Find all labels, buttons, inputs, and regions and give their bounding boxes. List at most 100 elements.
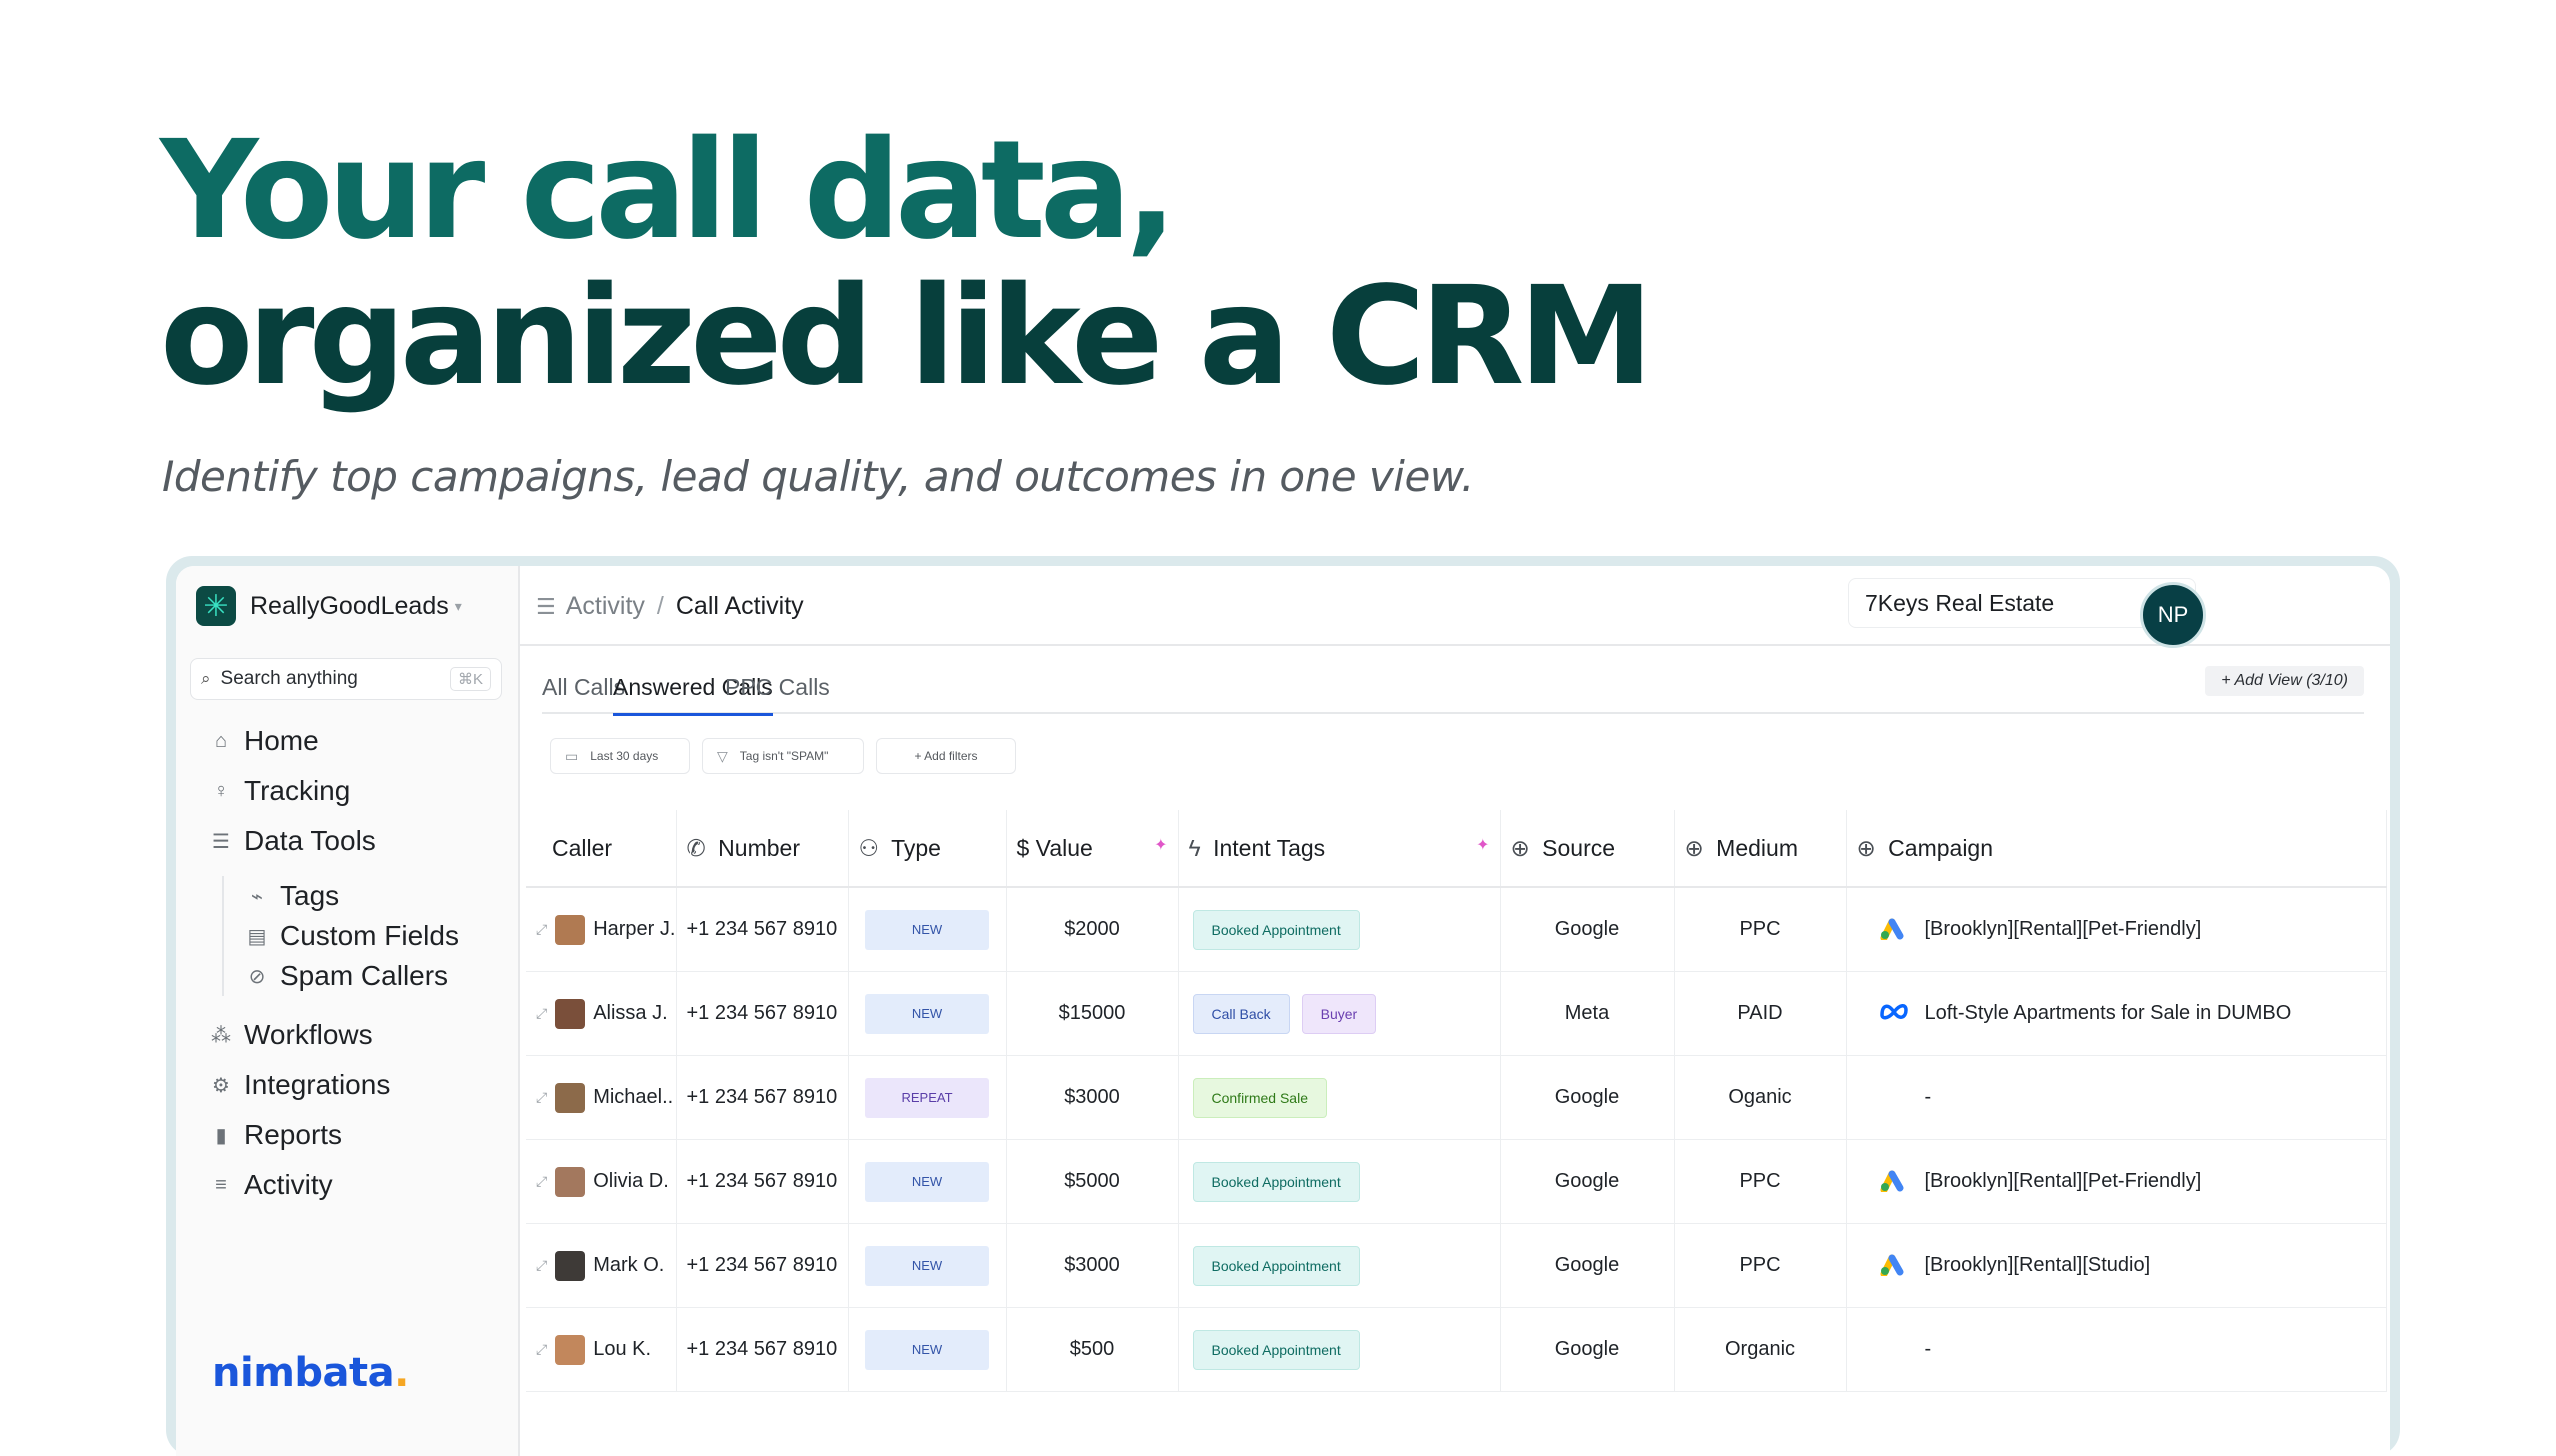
sidebar-item-label: Reports [244,1119,343,1150]
app-window: ✳ ReallyGoodLeads ▾ ⌕ Search anything ⌘K… [176,566,2390,1456]
caller-cell[interactable]: ⤢ Mark O. [526,1223,677,1308]
table-row[interactable]: ⤢ Olivia D. +1 234 567 8910 NEW $5000 Bo… [526,1139,2387,1224]
confirmed-sale-tag[interactable]: Confirmed Sale [1192,1077,1327,1118]
hero-title-line2: organized like a CRM [160,258,1654,416]
caller-cell[interactable]: ⤢ Michael.. [526,1055,677,1140]
brand-switcher[interactable]: ✳ ReallyGoodLeads ▾ [196,586,462,626]
phone-number: +1 234 567 8910 [686,1002,838,1024]
tab-all-calls[interactable]: All Calls [542,674,626,700]
number-cell: +1 234 567 8910 [676,971,849,1056]
breadcrumb-separator: / [656,592,664,620]
campaign-cell: [Brooklyn][Rental][Pet-Friendly] [1846,1139,2387,1224]
add-view-button[interactable]: + Add View (3/10) [2205,666,2364,696]
call-value: $3000 [1064,1086,1120,1108]
google-ads-icon [1877,1166,1911,1198]
expand-icon[interactable]: ⤢ [536,1173,548,1189]
workflow-icon: ⁂ [211,1024,231,1047]
table-row[interactable]: ⤢ Mark O. +1 234 567 8910 NEW $3000 Book… [526,1223,2387,1308]
booked-appointment-tag[interactable]: Booked Appointment [1192,1161,1360,1202]
column-header-number[interactable]: ✆ Number [676,810,849,888]
value-cell: $15000 [1006,971,1179,1056]
caller-cell[interactable]: ⤢ Lou K. [526,1307,677,1392]
source-value: Google [1554,1170,1620,1192]
block-icon: ⊘ [248,965,266,988]
sidebar-item-label: Home [244,725,319,756]
avatar[interactable]: NP [2140,582,2206,648]
intent-tags-cell: Booked Appointment [1178,1223,1501,1308]
calls-table: Caller ✆ Number ⚇ Type $ Value ✦ [526,810,2387,1392]
tag-filter[interactable]: ▽ Tag isn't "SPAM" [702,738,864,774]
source-value: Google [1554,1338,1620,1360]
source-value: Google [1554,1254,1620,1276]
booked-appointment-tag[interactable]: Booked Appointment [1192,909,1360,950]
medium-cell: Organic [1674,1307,1847,1392]
sidebar-item-workflows[interactable]: ⁂ Workflows [208,1010,518,1060]
view-tabs: All Calls Answered Calls PPC Calls + Add… [542,666,2364,716]
column-header-campaign[interactable]: ⊕ Campaign [1846,810,2387,888]
sidebar-item-label: Spam Callers [280,960,449,991]
sidebar-item-data-tools[interactable]: ☰ Data Tools [208,816,518,866]
sidebar-item-tags[interactable]: ⌁ Tags [244,876,518,916]
globe-icon: ⊕ [1510,834,1530,861]
type-badge: NEW [865,909,989,950]
sidebar-item-activity[interactable]: ≡ Activity [208,1160,518,1210]
number-cell: +1 234 567 8910 [676,1223,849,1308]
search-input[interactable]: ⌕ Search anything ⌘K [190,658,502,700]
phone-number: +1 234 567 8910 [686,1086,838,1108]
sidebar-item-reports[interactable]: ▮ Reports [208,1110,518,1160]
home-icon: ⌂ [214,729,228,752]
avatar [555,1082,586,1113]
column-header-intent-tags[interactable]: ϟ Intent Tags ✦ [1178,810,1501,888]
phone-number: +1 234 567 8910 [686,1170,838,1192]
filter-label: Tag isn't "SPAM" [739,749,829,763]
sidebar-nav: ⌂ Home ♀ Tracking ☰ Data Tools ⌁ Tags [208,716,518,1210]
call-back-tag[interactable]: Call Back [1192,993,1290,1034]
campaign-cell: - [1846,1307,2387,1392]
number-cell: +1 234 567 8910 [676,1055,849,1140]
add-filter-button[interactable]: + Add filters [876,738,1016,774]
medium-value: Oganic [1728,1086,1792,1108]
sidebar: ✳ ReallyGoodLeads ▾ ⌕ Search anything ⌘K… [176,566,520,1456]
tab-ppc-calls[interactable]: PPC Calls [725,674,830,700]
source-cell: Meta [1500,971,1675,1056]
expand-icon[interactable]: ⤢ [536,1341,548,1357]
chevron-down-icon: ▾ [454,597,462,614]
sidebar-item-spam-callers[interactable]: ⊘ Spam Callers [244,956,518,996]
data-tools-subnav: ⌁ Tags ▤ Custom Fields ⊘ Spam Callers [222,876,518,996]
booked-appointment-tag[interactable]: Booked Appointment [1192,1329,1360,1370]
breadcrumb-parent[interactable]: Activity [565,592,645,620]
tab-answered-calls[interactable]: Answered Calls [613,674,773,716]
table-row[interactable]: ⤢ Lou K. +1 234 567 8910 NEW $500 Booked… [526,1307,2387,1392]
column-label: $ Value [1016,834,1093,861]
avatar [555,1166,586,1197]
booked-appointment-tag[interactable]: Booked Appointment [1192,1245,1360,1286]
caller-cell[interactable]: ⤢ Harper J. [526,887,677,972]
caller-cell[interactable]: ⤢ Alissa J. [526,971,677,1056]
table-row[interactable]: ⤢ Michael.. +1 234 567 8910 REPEAT $3000… [526,1055,2387,1140]
sidebar-item-custom-fields[interactable]: ▤ Custom Fields [244,916,518,956]
sidebar-item-tracking[interactable]: ♀ Tracking [208,766,518,816]
column-header-type[interactable]: ⚇ Type [848,810,1007,888]
column-header-value[interactable]: $ Value ✦ [1006,810,1179,888]
date-filter[interactable]: ▭ Last 30 days [550,738,690,774]
expand-icon[interactable]: ⤢ [536,921,548,937]
breadcrumb: ☰ Activity / Call Activity [536,592,804,621]
expand-icon[interactable]: ⤢ [536,1257,548,1273]
users-icon: ⚇ [858,834,880,861]
caller-cell[interactable]: ⤢ Olivia D. [526,1139,677,1224]
sidebar-item-home[interactable]: ⌂ Home [208,716,518,766]
expand-icon[interactable]: ⤢ [536,1089,548,1105]
column-header-source[interactable]: ⊕ Source [1500,810,1675,888]
type-cell: NEW [848,971,1007,1056]
buyer-tag[interactable]: Buyer [1301,993,1377,1034]
expand-icon[interactable]: ⤢ [536,1005,548,1021]
table-row[interactable]: ⤢ Harper J. +1 234 567 8910 NEW $2000 Bo… [526,887,2387,972]
table-row[interactable]: ⤢ Alissa J. +1 234 567 8910 NEW $15000 C… [526,971,2387,1056]
column-header-medium[interactable]: ⊕ Medium [1674,810,1847,888]
sidebar-item-integrations[interactable]: ⚙ Integrations [208,1060,518,1110]
meta-icon [1877,1001,1911,1027]
number-cell: +1 234 567 8910 [676,1307,849,1392]
filter-label: Last 30 days [590,749,659,763]
column-header-caller[interactable]: Caller [526,810,677,888]
campaign-name: [Brooklyn][Rental][Pet-Friendly] [1924,1170,2202,1192]
